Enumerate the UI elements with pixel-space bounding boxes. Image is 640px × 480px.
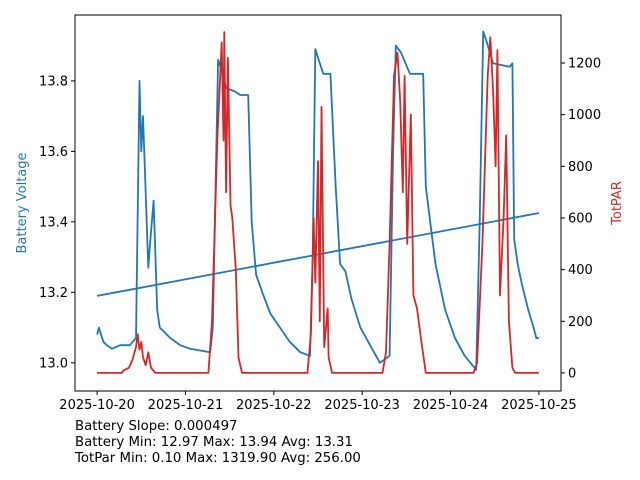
right-y-tick-label: 1200 bbox=[568, 57, 601, 72]
x-tick-label: 2025-10-22 bbox=[236, 398, 312, 413]
left-axis-label: Battery Voltage bbox=[15, 152, 30, 253]
x-tick-label: 2025-10-20 bbox=[59, 398, 135, 413]
left-y-tick-label: 13.0 bbox=[39, 356, 68, 371]
left-y-tick-label: 13.6 bbox=[39, 145, 68, 160]
right-y-tick-label: 600 bbox=[568, 211, 593, 226]
x-axis: 2025-10-20 2025-10-21 2025-10-22 2025-10-23… bbox=[59, 391, 577, 413]
plot-frame bbox=[74, 14, 562, 392]
left-y-tick-label: 13.4 bbox=[39, 215, 68, 230]
plot-lines bbox=[96, 30, 540, 374]
right-y-tick-label: 200 bbox=[568, 315, 593, 330]
x-tick-label: 2025-10-23 bbox=[324, 398, 400, 413]
right-y-tick-label: 0 bbox=[568, 366, 576, 381]
right-y-tick-label: 1000 bbox=[568, 108, 601, 123]
x-tick-label: 2025-10-21 bbox=[148, 398, 224, 413]
right-axis: 0 200 400 600 800 1000 1200 bbox=[561, 57, 601, 381]
right-y-tick-label: 800 bbox=[568, 160, 593, 175]
series-battery-trend bbox=[96, 212, 540, 297]
left-y-tick-label: 13.2 bbox=[39, 286, 68, 301]
series-battery-voltage bbox=[96, 30, 539, 371]
right-y-tick-label: 400 bbox=[568, 263, 593, 278]
x-tick-label: 2025-10-25 bbox=[501, 398, 577, 413]
right-axis-label: TotPAR bbox=[610, 181, 625, 226]
left-y-tick-label: 13.8 bbox=[39, 74, 68, 89]
series-totpar bbox=[97, 31, 539, 374]
left-axis: 13.0 13.2 13.4 13.6 13.8 bbox=[39, 74, 75, 371]
x-tick-label: 2025-10-24 bbox=[413, 398, 489, 413]
annotation-par-stats: TotPar Min: 0.10 Max: 1319.90 Avg: 256.0… bbox=[74, 451, 361, 466]
annotation-battery-stats: Battery Min: 12.97 Max: 13.94 Avg: 13.31 bbox=[75, 435, 353, 450]
annotation-slope: Battery Slope: 0.000497 bbox=[75, 419, 237, 434]
